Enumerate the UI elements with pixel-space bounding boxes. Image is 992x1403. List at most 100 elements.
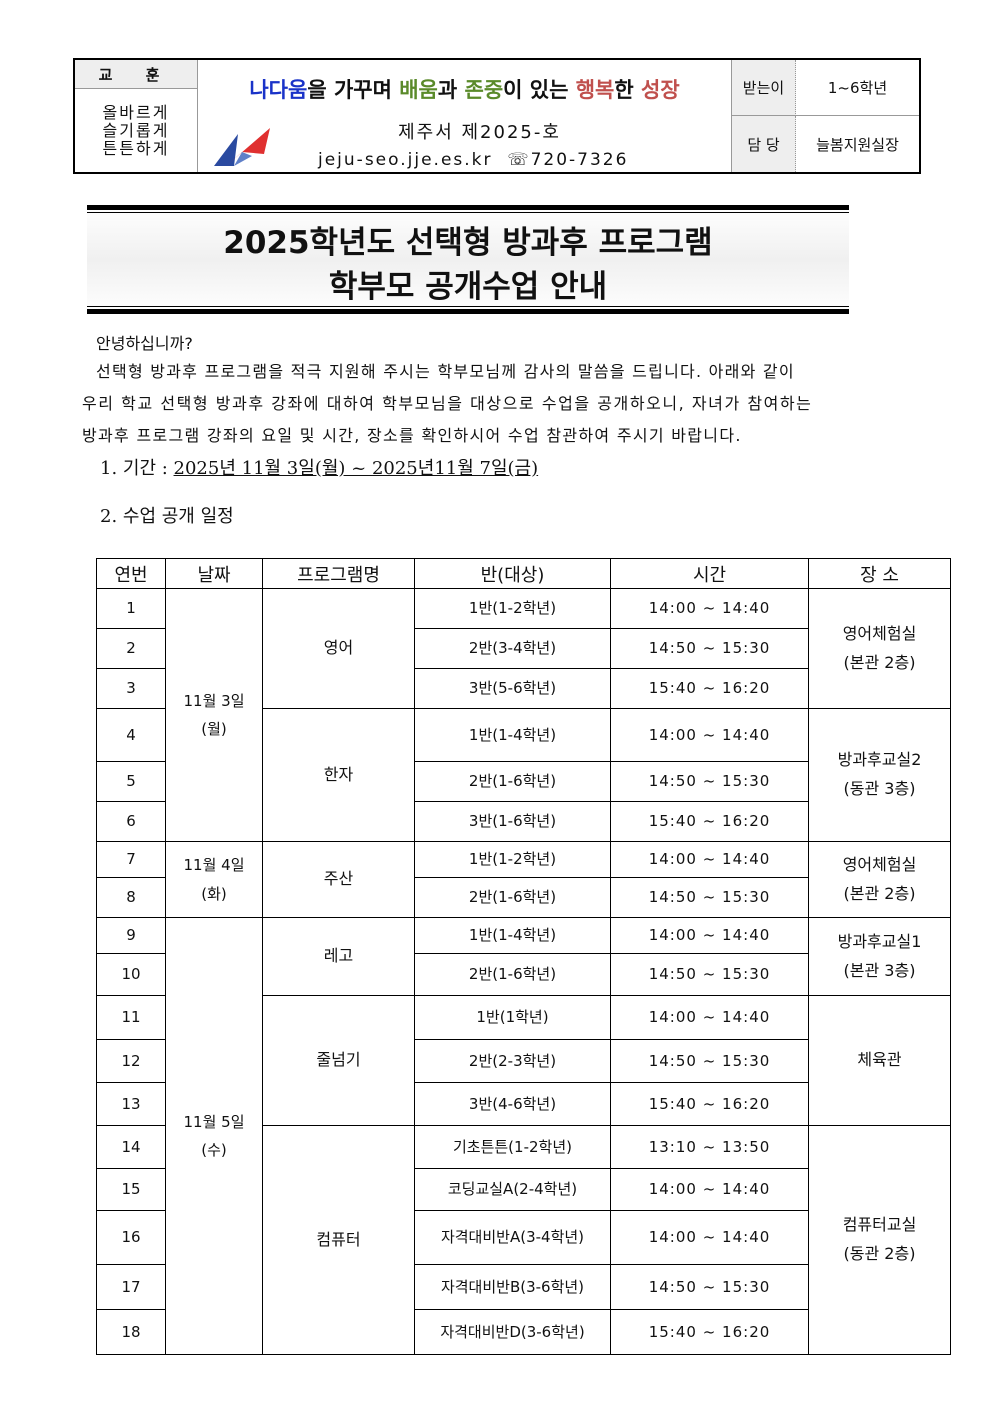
table-row: 17 자격대비반B(3-6학년) 14:50 ~ 15:30	[96, 1264, 951, 1310]
row-number: 9	[96, 917, 166, 954]
paragraph-line: 선택형 방과후 프로그램을 적극 지원해 주시는 학부모님께 감사의 말씀을 드…	[96, 362, 795, 381]
greeting: 안녕하십니까?	[96, 334, 193, 353]
slogan-part: 행복	[575, 78, 615, 102]
table-row: 3 3반(5-6학년) 15:40 ~ 16:20	[96, 668, 951, 709]
table-row: 18 자격대비반D(3-6학년) 15:40 ~ 16:20	[96, 1309, 951, 1355]
column-header: 장 소	[808, 558, 951, 589]
column-header: 연번	[96, 558, 166, 589]
row-number: 4	[96, 708, 166, 762]
table-row: 16 자격대비반A(3-4학년) 14:00 ~ 14:40	[96, 1210, 951, 1265]
motto-line: 올바르게	[102, 102, 170, 122]
class-target: 자격대비반B(3-6학년)	[414, 1264, 611, 1310]
table-row: 15 코딩교실A(2-4학년) 14:00 ~ 14:40	[96, 1168, 951, 1211]
program-name: 레고	[262, 917, 415, 996]
place-cell: 컴퓨터교실 (동관 2층)	[808, 1125, 951, 1355]
place-cell: 체육관	[808, 995, 951, 1126]
slogan-part: 나다움	[249, 78, 308, 102]
row-number: 10	[96, 953, 166, 996]
place-line: 영어체험실	[842, 854, 917, 874]
class-target: 2반(1-6학년)	[414, 761, 611, 802]
place-line: (본관 2층)	[843, 652, 916, 672]
class-time: 14:00 ~ 14:40	[610, 995, 809, 1040]
place-cell: 방과후교실1 (본관 3층)	[808, 917, 951, 996]
slogan-part: 을 가꾸며	[307, 78, 400, 102]
school-motto: 교 훈 올바르게 슬기롭게 튼튼하게	[75, 60, 198, 172]
program-name: 영어	[262, 588, 415, 709]
class-time: 14:50 ~ 15:30	[610, 877, 809, 918]
motto-line: 튼튼하게	[102, 138, 170, 158]
row-number: 16	[96, 1210, 166, 1265]
motto-title: 교 훈	[75, 60, 197, 89]
title-line-1: 2025학년도 선택형 방과후 프로그램	[223, 225, 713, 261]
column-header: 프로그램명	[262, 558, 415, 589]
table-row: 2 2반(3-4학년) 14:50 ~ 15:30	[96, 628, 951, 669]
place-line: 방과후교실2	[837, 750, 922, 770]
slogan-part: 이 있는	[503, 78, 576, 102]
date-day: (월)	[201, 720, 227, 738]
row-number: 5	[96, 761, 166, 802]
slogan-part: 존중	[464, 78, 504, 102]
row-number: 14	[96, 1125, 166, 1169]
date-date: 11월 5일	[183, 1112, 245, 1131]
date-day: (화)	[201, 884, 227, 903]
row-number: 15	[96, 1168, 166, 1211]
place-cell: 영어체험실 (본관 2층)	[808, 841, 951, 918]
class-time: 14:50 ~ 15:30	[610, 628, 809, 669]
class-time: 14:50 ~ 15:30	[610, 1039, 809, 1083]
class-time: 15:40 ~ 16:20	[610, 1309, 809, 1355]
slogan-part: 배움	[399, 78, 438, 102]
class-target: 코딩교실A(2-4학년)	[414, 1168, 611, 1211]
class-time: 15:40 ~ 16:20	[610, 668, 809, 709]
class-target: 1반(1-2학년)	[414, 588, 611, 629]
row-number: 7	[96, 841, 166, 878]
row-number: 11	[96, 995, 166, 1040]
table-row: 11 줄넘기 1반(1학년) 14:00 ~ 14:40 체육관	[96, 995, 951, 1126]
place-line: (동관 2층)	[843, 1244, 916, 1263]
column-header: 날짜	[165, 558, 263, 589]
title-box: 2025학년도 선택형 방과후 프로그램 학부모 공개수업 안내	[87, 205, 849, 315]
period-value: 2025년 11월 3일(월) ~ 2025년11월 7일(금)	[173, 458, 539, 479]
program-name: 한자	[262, 708, 415, 842]
class-time: 14:50 ~ 15:30	[610, 953, 809, 996]
place-line: (동관 3층)	[843, 779, 916, 798]
class-time: 13:10 ~ 13:50	[610, 1125, 809, 1169]
class-time: 14:00 ~ 14:40	[610, 708, 809, 762]
class-target: 기초튼튼(1-2학년)	[414, 1125, 611, 1169]
date-date: 11월 4일	[183, 856, 245, 874]
period-label: 1. 기간 :	[100, 458, 174, 479]
table-row: 14 컴퓨터 기초튼튼(1-2학년) 13:10 ~ 13:50 컴퓨터교실 (동관 2층…	[96, 1125, 951, 1355]
class-time: 14:00 ~ 14:40	[610, 1168, 809, 1211]
class-target: 1반(1학년)	[414, 995, 611, 1040]
paragraph-line: 우리 학교 선택형 방과후 강좌에 대하여 학부모님을 대상으로 수업을 공개하…	[82, 394, 813, 413]
class-time: 14:50 ~ 15:30	[610, 1264, 809, 1310]
class-target: 2반(1-6학년)	[414, 953, 611, 996]
place-cell: 방과후교실2 (동관 3층)	[808, 708, 951, 842]
row-number: 3	[96, 668, 166, 709]
table-row: 1 11월 3일 (월) 영어 1반(1-2학년) 14:00 ~ 14:40 영어체험실(…	[96, 588, 951, 842]
schedule-table: 연번 날짜 프로그램명 반(대상) 시간 장 소 1 11월 3일 (월) 영어 1반(1-2학년…	[96, 558, 951, 1355]
place-cell: 영어체험실 (본관 2층)	[808, 588, 951, 709]
letterhead: 교 훈 올바르게 슬기롭게 튼튼하게 나다움을 가꾸며 배움과 존중이 있는 행…	[73, 58, 921, 174]
manager-label: 담 당	[732, 116, 796, 172]
website: jeju-seo.jje.es.kr	[318, 150, 493, 170]
date-cell: 11월 5일 (수)	[165, 917, 263, 1355]
date-cell: 11월 3일 (월)	[165, 588, 263, 842]
recipient-label: 받는이	[732, 60, 796, 116]
program-name: 줄넘기	[262, 995, 415, 1126]
schedule-heading: 2. 수업 공개 일정	[100, 506, 234, 527]
class-target: 자격대비반A(3-4학년)	[414, 1210, 611, 1265]
class-target: 1반(1-2학년)	[414, 841, 611, 878]
table-row: 5 2반(1-6학년) 14:50 ~ 15:30	[96, 761, 951, 802]
row-number: 13	[96, 1082, 166, 1126]
place-line: (본관 2층)	[843, 883, 916, 903]
class-target: 1반(1-4학년)	[414, 708, 611, 762]
table-row: 6 3반(1-6학년) 15:40 ~ 16:20	[96, 801, 951, 842]
program-name: 컴퓨터	[262, 1125, 415, 1355]
row-number: 8	[96, 877, 166, 918]
program-name: 주산	[262, 841, 415, 918]
place-line: 영어체험실	[842, 623, 917, 643]
row-number: 18	[96, 1309, 166, 1355]
phone: ☏720-7326	[507, 150, 629, 170]
class-target: 3반(4-6학년)	[414, 1082, 611, 1126]
title-line-2: 학부모 공개수업 안내	[328, 269, 608, 305]
